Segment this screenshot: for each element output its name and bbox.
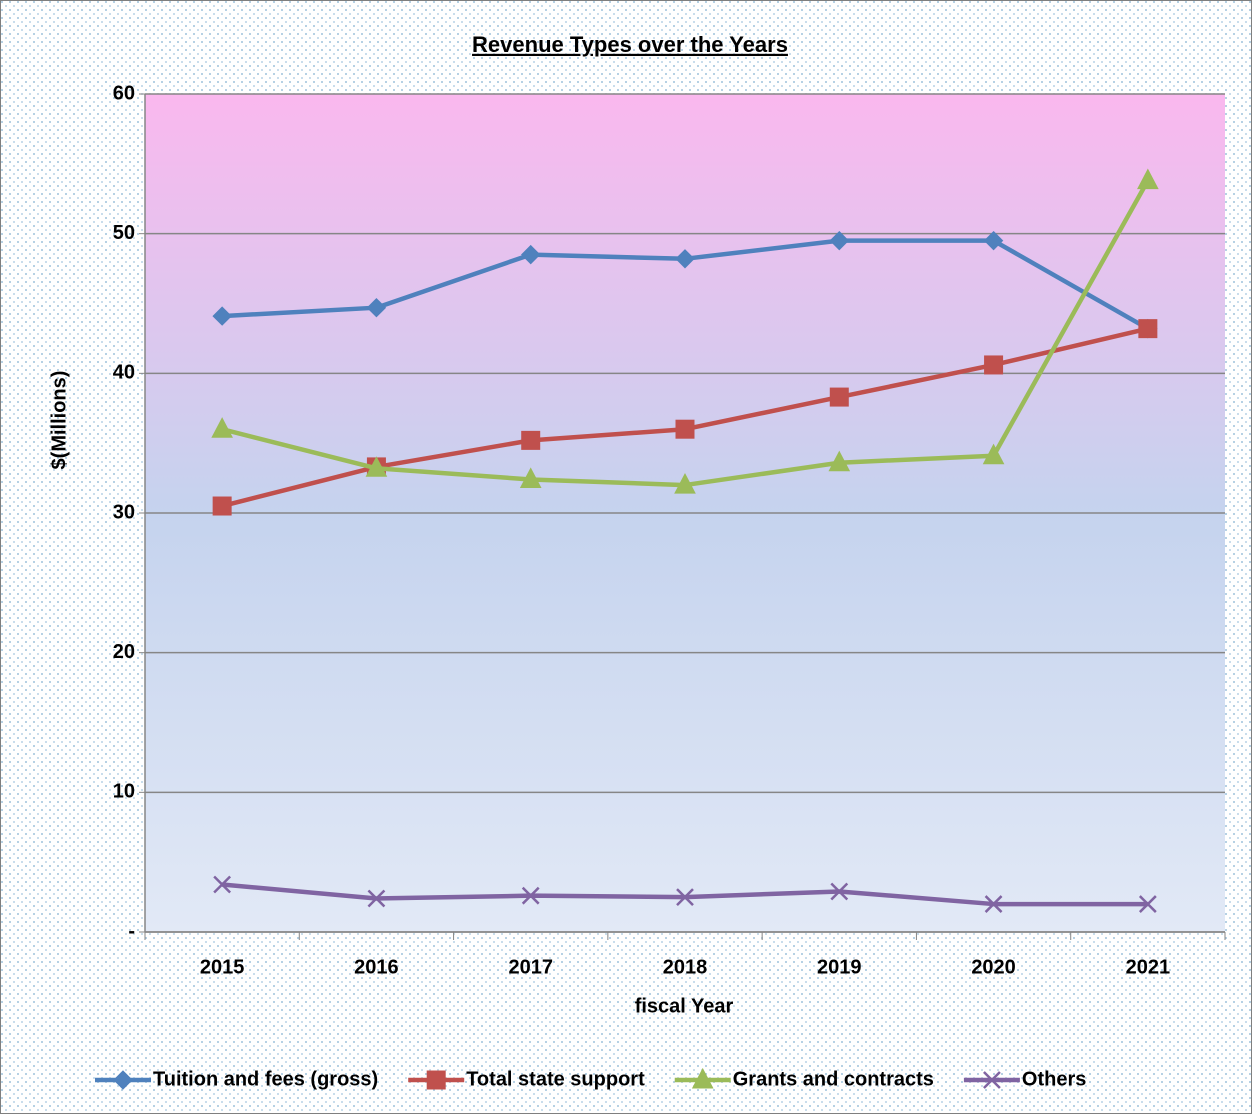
y-tick-label: - xyxy=(128,920,135,942)
marker xyxy=(676,888,694,906)
marker xyxy=(1138,895,1157,913)
marker xyxy=(366,297,387,318)
marker xyxy=(1138,319,1158,339)
marker xyxy=(829,230,849,251)
legend-label: Total state support xyxy=(466,1068,645,1090)
legend-item: Total state support xyxy=(408,1068,645,1090)
marker xyxy=(367,889,386,908)
legend-label: Others xyxy=(1022,1068,1086,1090)
marker xyxy=(675,249,695,269)
marker xyxy=(674,472,696,494)
x-tick-label: 2019 xyxy=(817,956,862,978)
marker xyxy=(983,1071,1001,1089)
marker xyxy=(365,456,388,477)
legend-item: Grants and contracts xyxy=(674,1067,934,1090)
legend-item: Others xyxy=(963,1068,1086,1090)
x-tick-label: 2020 xyxy=(971,956,1016,978)
y-tick-label: 10 xyxy=(113,781,135,803)
marker xyxy=(984,355,1004,375)
marker xyxy=(211,417,233,438)
marker xyxy=(213,875,232,894)
chart-title: Revenue Types over the Years xyxy=(472,32,788,57)
x-tick-label: 2017 xyxy=(508,956,553,978)
legend-label: Grants and contracts xyxy=(733,1068,934,1090)
x-tick-label: 2021 xyxy=(1126,956,1171,978)
marker xyxy=(212,306,232,326)
marker xyxy=(982,443,1005,465)
y-tick-label: 60 xyxy=(113,82,135,104)
marker xyxy=(521,244,541,265)
legend-item: Tuition and fees (gross) xyxy=(95,1068,378,1090)
marker xyxy=(828,450,851,472)
marker xyxy=(212,496,232,516)
marker xyxy=(830,882,849,901)
marker xyxy=(113,1070,133,1090)
x-tick-label: 2015 xyxy=(200,956,245,978)
marker xyxy=(675,419,695,439)
marker xyxy=(829,387,849,407)
marker xyxy=(1137,168,1159,190)
marker xyxy=(521,886,540,905)
y-tick-label: 30 xyxy=(113,501,135,523)
marker xyxy=(426,1070,446,1090)
x-axis-label: fiscal Year xyxy=(635,995,734,1017)
legend-label: Tuition and fees (gross) xyxy=(153,1068,378,1090)
marker xyxy=(984,895,1003,913)
y-tick-label: 40 xyxy=(113,362,135,384)
marker xyxy=(691,1067,714,1089)
y-tick-label: 50 xyxy=(113,222,135,244)
y-axis-label: $(Millions) xyxy=(48,371,70,470)
marker xyxy=(519,467,542,488)
marker xyxy=(983,230,1004,251)
x-tick-label: 2018 xyxy=(663,956,708,978)
y-tick-label: 20 xyxy=(113,641,135,663)
marker xyxy=(521,430,541,450)
x-tick-label: 2016 xyxy=(354,956,399,978)
